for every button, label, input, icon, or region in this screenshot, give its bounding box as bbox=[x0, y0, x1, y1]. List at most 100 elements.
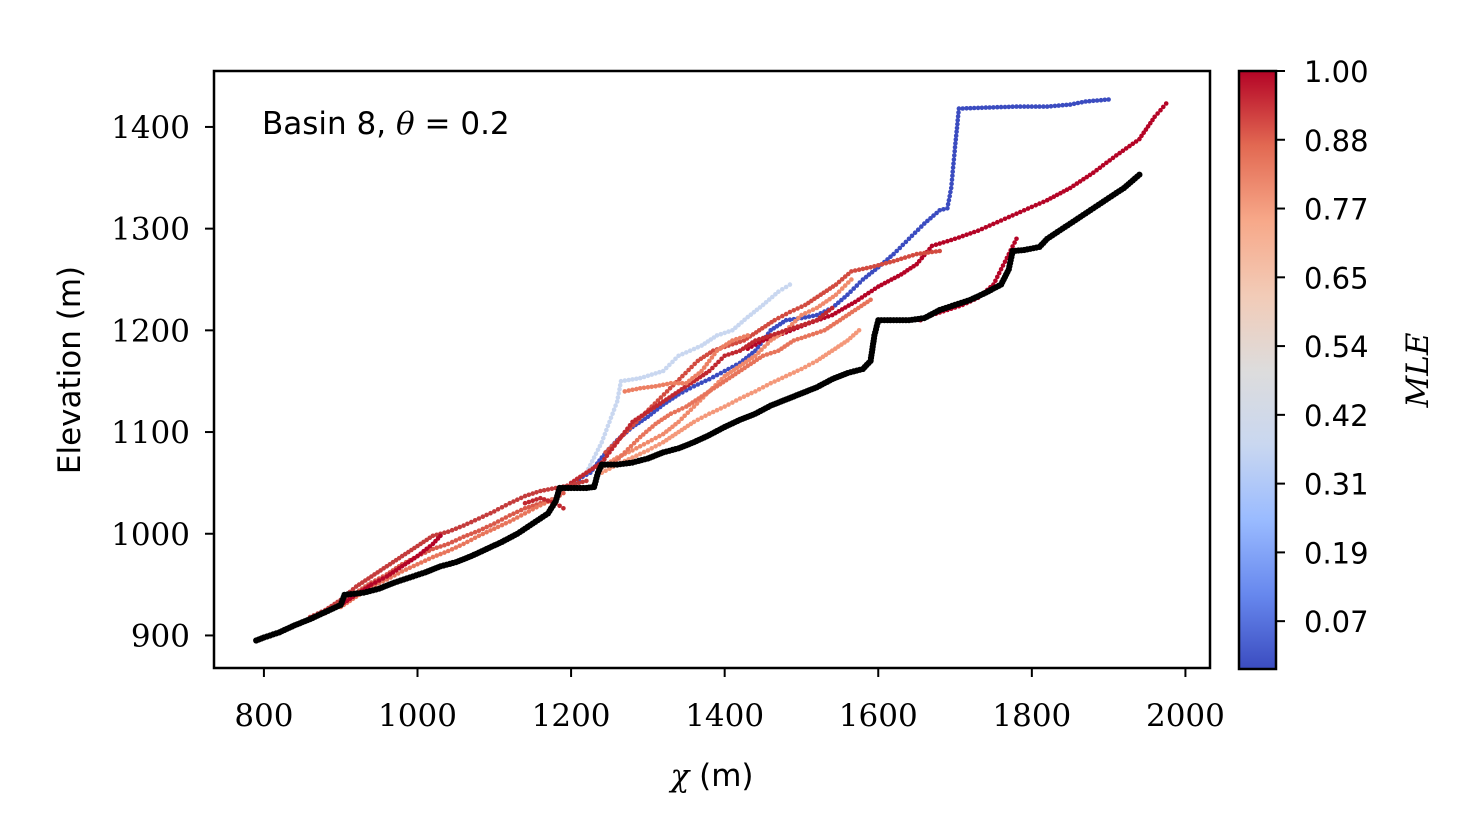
data-point bbox=[480, 531, 486, 537]
data-point bbox=[653, 371, 658, 376]
data-point bbox=[856, 267, 862, 273]
data-point bbox=[630, 387, 635, 393]
data-point bbox=[736, 322, 741, 328]
data-point bbox=[933, 242, 939, 247]
data-point bbox=[879, 261, 885, 267]
data-point bbox=[591, 455, 597, 460]
data-point bbox=[826, 308, 832, 313]
colorbar-tick-label: 0.77 bbox=[1304, 193, 1369, 227]
data-point bbox=[619, 453, 625, 458]
data-point bbox=[945, 206, 950, 211]
data-point bbox=[833, 282, 839, 287]
data-point bbox=[753, 353, 758, 359]
data-point bbox=[856, 297, 861, 303]
data-point bbox=[622, 429, 628, 435]
data-point bbox=[630, 448, 635, 453]
data-point bbox=[730, 400, 735, 405]
data-point bbox=[1104, 160, 1109, 166]
series-layer bbox=[253, 97, 1169, 644]
data-point bbox=[951, 157, 957, 162]
data-point bbox=[438, 533, 443, 539]
data-point bbox=[1150, 117, 1155, 123]
data-point bbox=[759, 347, 764, 353]
data-point bbox=[599, 439, 605, 445]
data-point bbox=[756, 340, 762, 345]
data-point bbox=[469, 531, 474, 537]
data-point bbox=[657, 442, 662, 447]
data-point bbox=[692, 361, 697, 367]
data-point bbox=[647, 426, 652, 432]
data-point bbox=[649, 446, 654, 451]
data-point bbox=[945, 201, 951, 207]
data-point bbox=[653, 444, 658, 449]
data-point bbox=[657, 383, 662, 388]
data-point bbox=[1006, 104, 1012, 110]
data-point bbox=[915, 227, 921, 232]
colorbar-title: MLE bbox=[1400, 332, 1436, 408]
data-point bbox=[733, 349, 739, 355]
data-point bbox=[511, 511, 516, 516]
y-tick-label: 1100 bbox=[111, 415, 190, 451]
data-point bbox=[677, 376, 682, 382]
data-point bbox=[854, 283, 860, 288]
data-point bbox=[839, 286, 845, 291]
data-point bbox=[1094, 98, 1100, 103]
data-point bbox=[1091, 98, 1096, 104]
data-point bbox=[919, 224, 924, 229]
data-point bbox=[964, 232, 969, 237]
data-point bbox=[461, 541, 466, 547]
data-point bbox=[745, 314, 750, 320]
data-point bbox=[906, 254, 912, 259]
data-point bbox=[803, 311, 808, 316]
data-point bbox=[495, 519, 501, 524]
data-point bbox=[660, 431, 666, 437]
data-point bbox=[1143, 127, 1149, 132]
data-point bbox=[1133, 139, 1139, 144]
data-point bbox=[783, 328, 789, 333]
data-point bbox=[934, 210, 939, 216]
data-point bbox=[888, 254, 893, 259]
data-point bbox=[1161, 104, 1166, 110]
data-point bbox=[1025, 104, 1031, 109]
data-point bbox=[765, 341, 770, 346]
data-point bbox=[442, 542, 447, 548]
data-point bbox=[1010, 244, 1015, 249]
data-point bbox=[707, 368, 712, 374]
data-point bbox=[526, 509, 532, 514]
data-point bbox=[1120, 148, 1126, 154]
data-point bbox=[499, 517, 505, 522]
data-point bbox=[534, 505, 539, 510]
data-point bbox=[634, 437, 640, 443]
data-point bbox=[549, 486, 555, 492]
data-point bbox=[667, 426, 672, 432]
data-point bbox=[507, 500, 512, 506]
data-point bbox=[950, 165, 956, 170]
data-point bbox=[660, 382, 666, 388]
data-point bbox=[1155, 111, 1160, 116]
data-point bbox=[791, 338, 797, 343]
data-point bbox=[631, 440, 637, 446]
data-point bbox=[1041, 104, 1046, 109]
data-point bbox=[703, 378, 708, 384]
data-point bbox=[960, 106, 965, 111]
data-point bbox=[964, 106, 969, 111]
data-point bbox=[701, 365, 707, 370]
data-point bbox=[1056, 103, 1061, 108]
data-point bbox=[480, 526, 486, 532]
data-point bbox=[526, 504, 532, 510]
data-point bbox=[787, 317, 793, 323]
data-point bbox=[757, 305, 763, 310]
data-point bbox=[422, 558, 428, 563]
data-point bbox=[749, 390, 754, 396]
data-point bbox=[833, 292, 839, 298]
series-2 bbox=[584, 282, 793, 476]
data-point bbox=[1014, 104, 1019, 109]
data-point bbox=[695, 345, 701, 350]
data-point bbox=[949, 177, 955, 183]
data-point bbox=[648, 412, 654, 417]
data-point bbox=[1102, 97, 1108, 103]
data-point bbox=[1127, 143, 1132, 149]
data-point bbox=[1071, 183, 1076, 189]
data-point bbox=[814, 312, 820, 318]
data-point bbox=[995, 274, 1000, 280]
